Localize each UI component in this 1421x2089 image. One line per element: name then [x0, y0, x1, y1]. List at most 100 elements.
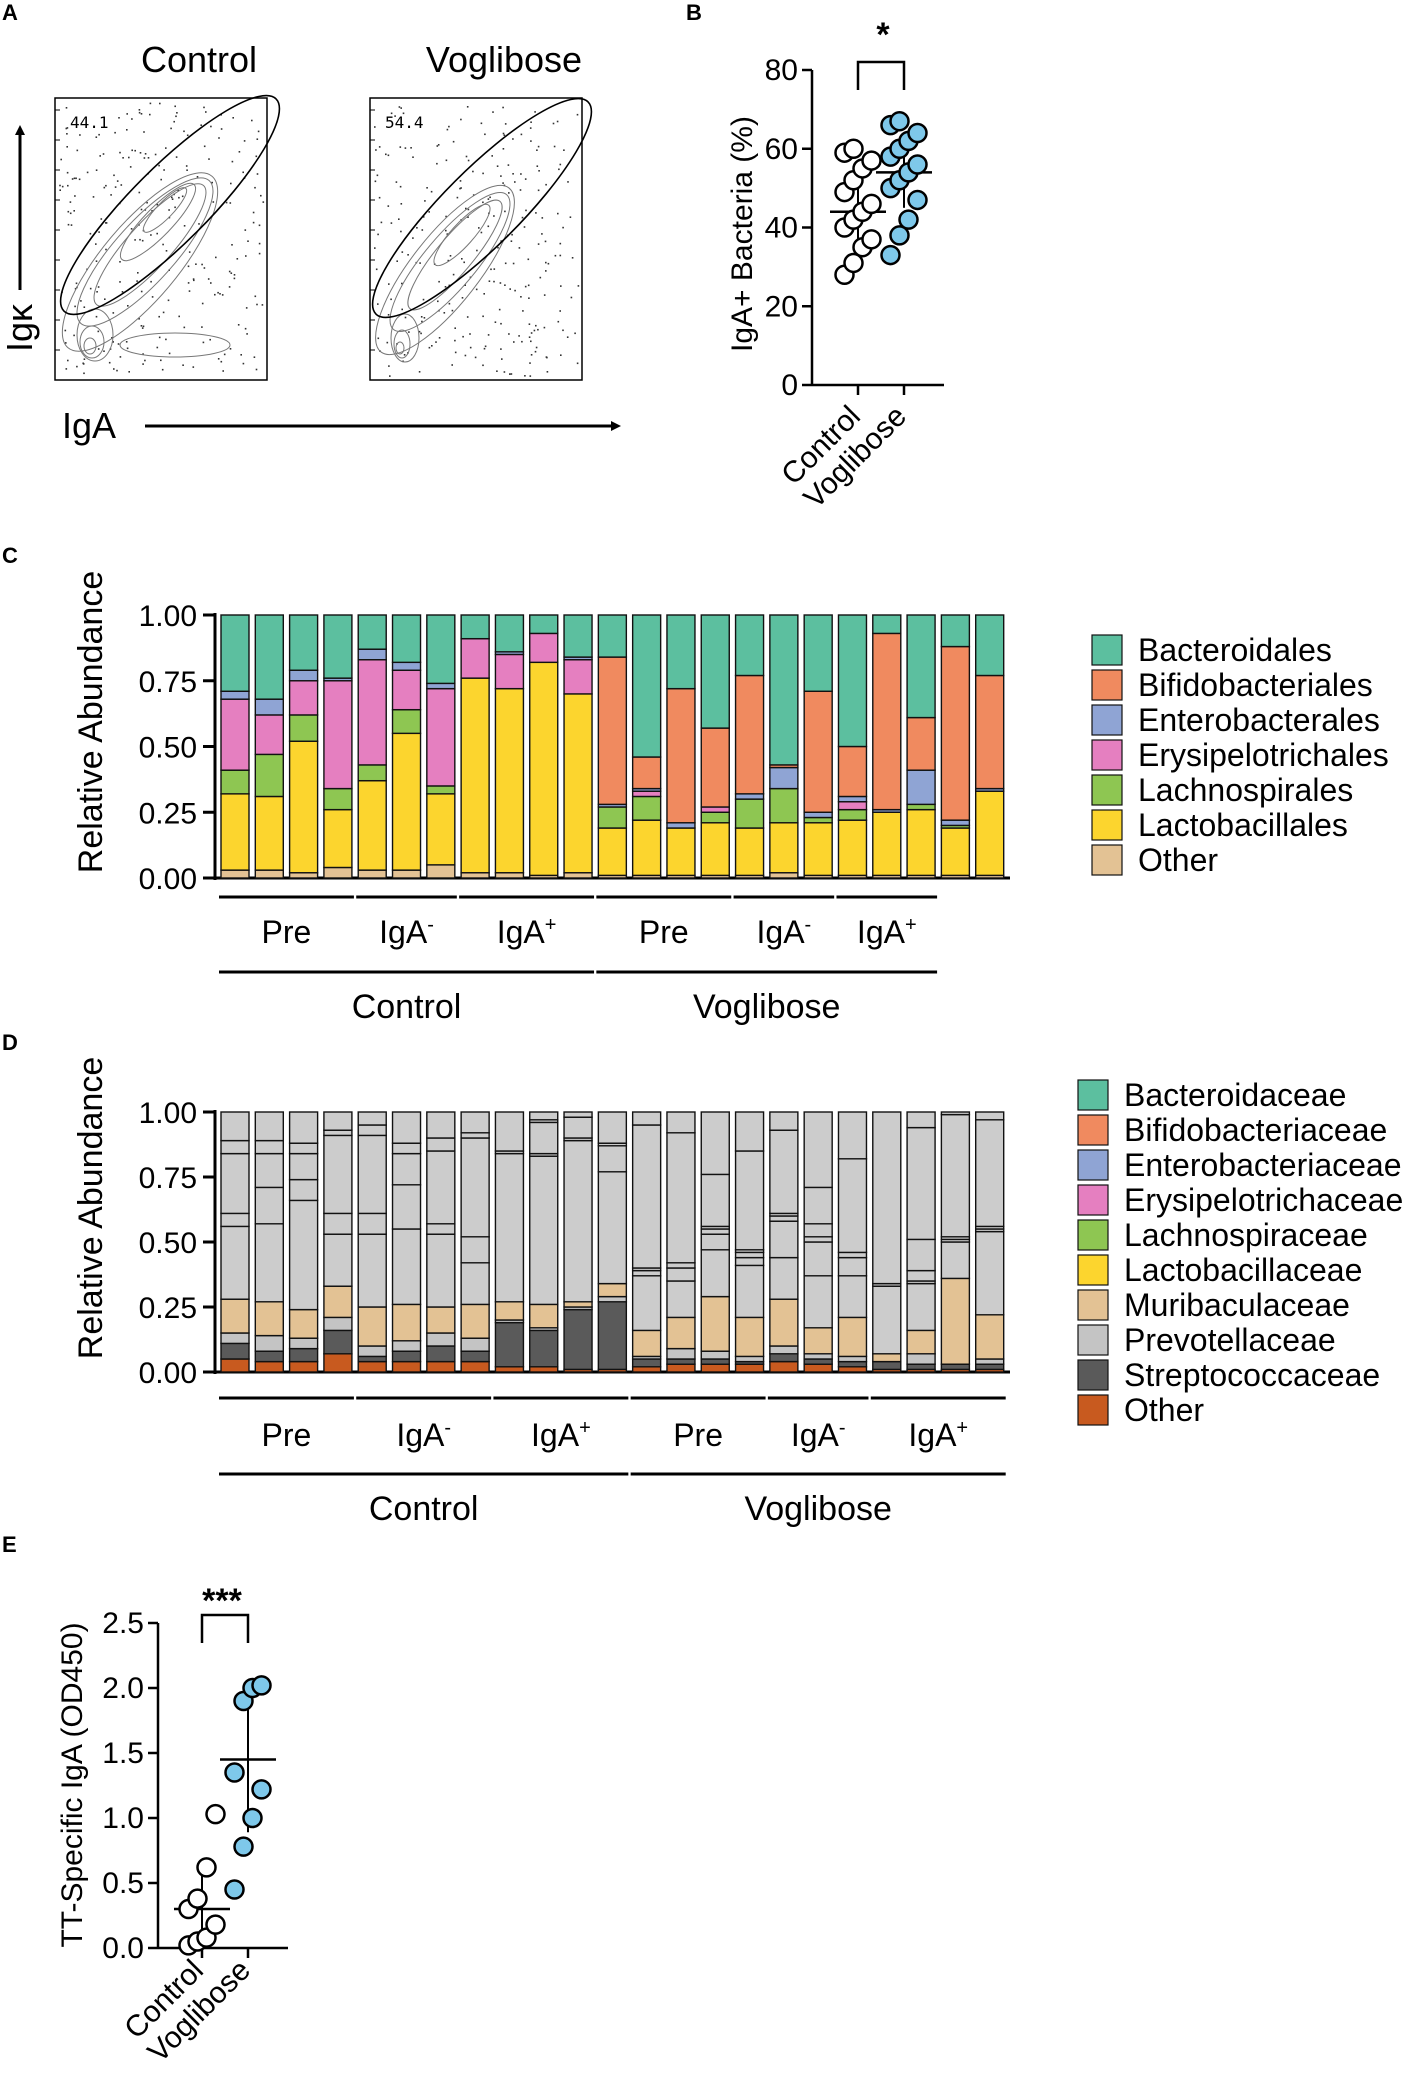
flow-event-dot	[247, 240, 249, 242]
flow-event-dot	[401, 251, 404, 253]
flow-event-dot	[151, 210, 153, 212]
flow-event-dot	[410, 147, 412, 149]
bar-segment-bacteroidales	[494, 614, 525, 653]
group-label: IgA-	[791, 1417, 846, 1453]
flow-event-dot	[560, 285, 562, 287]
bar-segment-bifidobacteriales	[734, 674, 765, 795]
bar-segment-enterobacteriaceae	[803, 1223, 833, 1238]
bar-segment-erysipelotrichales	[323, 680, 353, 790]
flow-event-dot	[119, 151, 121, 154]
bar-segment-bacteroidales	[220, 614, 250, 692]
flow-event-dot	[421, 320, 423, 323]
flow-event-dot	[535, 346, 538, 349]
flow-event-dot	[377, 337, 380, 340]
y-tick-label: 0.00	[139, 1357, 197, 1390]
bar-segment-bifidobacteriales	[837, 745, 868, 798]
flow-event-dot	[136, 280, 138, 282]
bar-segment-lactobacillales	[974, 790, 1005, 877]
bar-segment-prevotellaceae	[254, 1334, 285, 1352]
flow-event-dot	[374, 180, 377, 183]
flow-event-dot	[262, 201, 265, 203]
flow-event-dot	[535, 212, 537, 214]
flow-event-dot	[500, 348, 502, 350]
bar-segment-prevotellaceae	[323, 1316, 353, 1332]
flow-event-dot	[174, 105, 176, 108]
data-point-control	[861, 193, 882, 215]
flow-event-dot	[537, 145, 540, 148]
flow-event-dot	[203, 267, 206, 269]
b-significance: *	[876, 16, 890, 54]
bar-segment-prevotellaceae	[700, 1350, 730, 1360]
bar-segment-lactobacillaceae	[974, 1230, 1005, 1316]
bar-segment-prevotellaceae	[460, 1337, 490, 1352]
legend-swatch-bacteroidales	[1091, 634, 1123, 666]
flow-event-dot	[530, 121, 532, 123]
flow-event-dot	[476, 249, 478, 252]
flow-event-dot	[217, 291, 219, 294]
flow-event-dot	[500, 175, 502, 177]
flow-event-dot	[128, 156, 130, 159]
flow-event-dot	[459, 187, 461, 190]
flow-event-dot	[460, 118, 462, 121]
bar-segment-lachnospiraceae	[288, 1178, 319, 1202]
flow-event-dot	[178, 196, 180, 199]
y-tick-label: 80	[765, 54, 798, 87]
flow-event-dot	[387, 205, 390, 207]
bar-segment-bacteroidales	[597, 614, 628, 658]
legend-label-enterobacteriaceae: Enterobacteriaceae	[1124, 1147, 1402, 1183]
legend-swatch-other	[1077, 1394, 1109, 1426]
flow-event-dot	[528, 323, 531, 325]
flow-event-dot	[233, 274, 236, 276]
bar-segment-bacteroidaceae	[666, 1111, 696, 1134]
flow-event-dot	[490, 268, 492, 271]
flow-event-dot	[205, 111, 207, 113]
bar-segment-lactobacillaceae	[357, 1233, 387, 1308]
flow-event-dot	[541, 217, 544, 219]
legend-swatch-erysipelotrichales	[1091, 739, 1123, 771]
flow-event-dot	[497, 246, 499, 249]
bar-segment-bacteroidaceae	[803, 1111, 833, 1189]
flow-event-dot	[237, 324, 240, 326]
flow-event-dot	[438, 337, 441, 339]
flow-event-dot	[448, 302, 451, 305]
legend-swatch-streptococcaceae	[1077, 1359, 1109, 1391]
bar-segment-lactobacillaceae	[940, 1241, 971, 1280]
flow-event-dot	[577, 285, 580, 287]
flow-event-dot	[187, 282, 190, 284]
flow-event-dot	[529, 127, 532, 129]
bar-segment-lactobacillales	[529, 661, 559, 877]
flow-event-dot	[511, 233, 513, 236]
flow-event-dot	[114, 186, 117, 188]
bar-segment-other	[563, 872, 593, 879]
flow-event-dot	[375, 268, 378, 271]
bar-segment-other	[288, 872, 319, 879]
flow-event-dot	[523, 226, 526, 228]
bar-segment-bacteroidales	[357, 614, 387, 650]
flow-event-dot	[230, 182, 232, 185]
bar-segment-enterobacterales	[734, 793, 765, 800]
y-tick-label: 1.5	[102, 1737, 144, 1770]
bar-segment-lachnospiraceae	[426, 1223, 456, 1235]
bar-segment-bacteroidales	[803, 614, 833, 692]
bar-segment-lactobacillales	[700, 822, 730, 877]
bar-segment-enterobacteriaceae	[288, 1142, 319, 1155]
y-tick-label: 0.0	[102, 1932, 144, 1965]
bar-segment-erysipelotrichales	[529, 632, 559, 664]
bar-segment-otherd	[391, 1360, 422, 1373]
bar-segment-lactobacillaceae	[906, 1282, 936, 1332]
bar-segment-lactobacillales	[220, 793, 250, 871]
flow-event-dot	[446, 128, 449, 131]
bar-segment-bacteroidales	[288, 614, 319, 671]
bar-segment-lachnospirales	[631, 795, 662, 821]
legend-label-lactobacillales: Lactobacillales	[1138, 807, 1348, 843]
bar-segment-muribaculaceae	[666, 1316, 696, 1350]
bar-segment-prevotellaceae	[803, 1353, 833, 1360]
flow-event-dot	[538, 170, 540, 172]
y-tick-label: 0.25	[139, 797, 197, 830]
flow-event-dot	[421, 229, 424, 231]
flow-event-dot	[151, 296, 154, 298]
flow-event-dot	[228, 286, 231, 288]
flow-event-dot	[182, 364, 184, 366]
flow-event-dot	[510, 373, 513, 375]
flow-event-dot	[467, 159, 470, 162]
